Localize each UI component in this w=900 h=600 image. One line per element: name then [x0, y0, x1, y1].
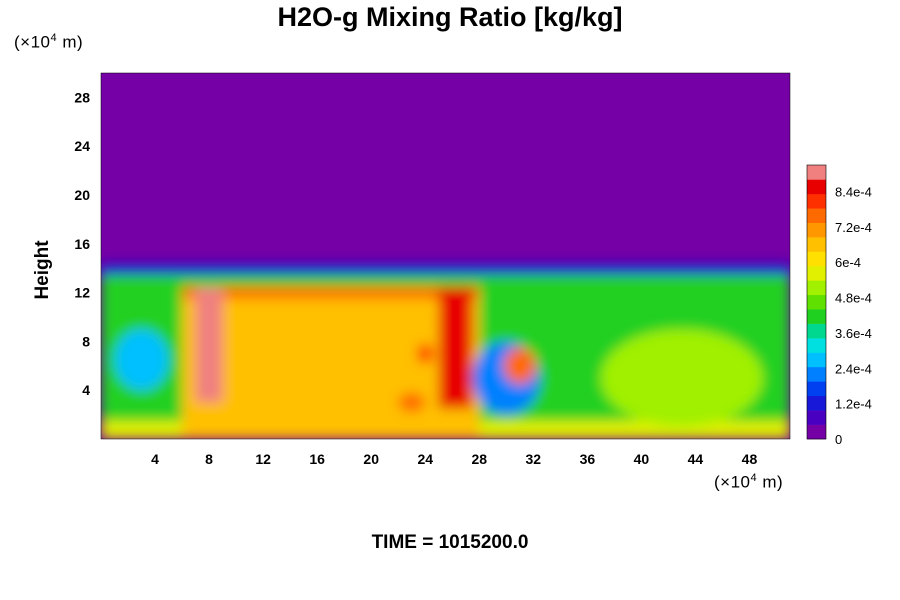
- x-tick-label: 16: [309, 451, 325, 467]
- colorbar-swatch: [807, 251, 826, 267]
- colorbar-tick-label: 6e-4: [835, 255, 861, 270]
- x-tick-label: 4: [151, 451, 159, 467]
- field-region-12: [600, 329, 763, 427]
- x-unit-label: (×104 m): [714, 472, 784, 492]
- colorbar-tick-label: 1.2e-4: [835, 397, 872, 412]
- y-tick-label: 20: [74, 187, 90, 203]
- y-tick-label: 4: [82, 382, 90, 398]
- y-tick-label: 8: [82, 333, 90, 349]
- colorbar-tick-label: 7.2e-4: [835, 220, 872, 235]
- colorbar-tick-label: 0: [835, 432, 842, 447]
- x-tick-label: 28: [471, 451, 487, 467]
- colorbar-swatch: [807, 395, 826, 411]
- colorbar-swatch: [807, 381, 826, 397]
- colorbar-swatch: [807, 280, 826, 296]
- field-region-3: [182, 286, 480, 299]
- colorbar-swatch: [807, 366, 826, 382]
- y-unit-label: (×104 m): [14, 32, 84, 52]
- x-tick-label: 24: [417, 451, 433, 467]
- colorbar-swatch: [807, 352, 826, 368]
- x-tick-label: 48: [742, 451, 758, 467]
- colorbar-tick-label: 4.8e-4: [835, 291, 872, 306]
- field-region-2: [182, 286, 480, 439]
- colorbar-swatch: [807, 323, 826, 339]
- colorbar-swatch: [807, 265, 826, 281]
- plot-area: [101, 73, 790, 439]
- y-tick-label: 12: [74, 285, 90, 301]
- colorbar-tick-label: 2.4e-4: [835, 361, 872, 376]
- field-region-11: [114, 329, 169, 391]
- x-tick-label: 32: [526, 451, 542, 467]
- y-tick-label: 28: [74, 89, 90, 105]
- x-tick-label: 40: [634, 451, 650, 467]
- colorbar: 0 1.2e-4 2.4e-4 3.6e-4 4.8e-4 6e-4 7.2e-4 8.4e-…: [806, 164, 872, 447]
- colorbar-swatch: [807, 410, 826, 425]
- colorbar-swatch: [807, 179, 826, 195]
- field-region-4: [195, 286, 223, 403]
- colorbar-swatch: [807, 222, 826, 238]
- colorbar-swatch: [807, 424, 826, 440]
- colorbar-swatch: [807, 208, 826, 223]
- chart-title: H2O-g Mixing Ratio [kg/kg]: [277, 2, 623, 32]
- x-tick-label: 20: [363, 451, 379, 467]
- field-region-9: [503, 347, 537, 385]
- y-tick-label: 16: [74, 236, 90, 252]
- y-tick-label: 24: [74, 138, 90, 154]
- colorbar-swatch: [807, 338, 826, 353]
- x-tick-label: 12: [255, 451, 271, 467]
- field-region-5: [438, 286, 473, 409]
- colorbar-swatch: [807, 165, 826, 180]
- field-region-6: [417, 343, 434, 364]
- field-region-7: [398, 392, 426, 413]
- field-regions: [101, 264, 790, 439]
- colorbar-swatch: [807, 309, 826, 324]
- colorbar-frame: [806, 164, 827, 440]
- y-axis-ticks: 4 8 12 16 20 24 28: [74, 89, 90, 398]
- colorbar-swatch: [807, 294, 826, 310]
- colorbar-swatch: [807, 193, 826, 209]
- x-tick-label: 8: [205, 451, 213, 467]
- field-region-10: [101, 264, 790, 275]
- x-tick-label: 36: [580, 451, 596, 467]
- colorbar-tick-label: 3.6e-4: [835, 326, 872, 341]
- plot-frame: [100, 72, 791, 440]
- x-tick-label: 44: [688, 451, 704, 467]
- colorbar-swatch: [807, 237, 826, 252]
- colorbar-tick-label: 8.4e-4: [835, 185, 872, 200]
- x-axis-ticks: 4 8 12 16 20 24 28 32 36 40 44 48: [151, 451, 757, 467]
- time-label: TIME = 1015200.0: [371, 532, 529, 553]
